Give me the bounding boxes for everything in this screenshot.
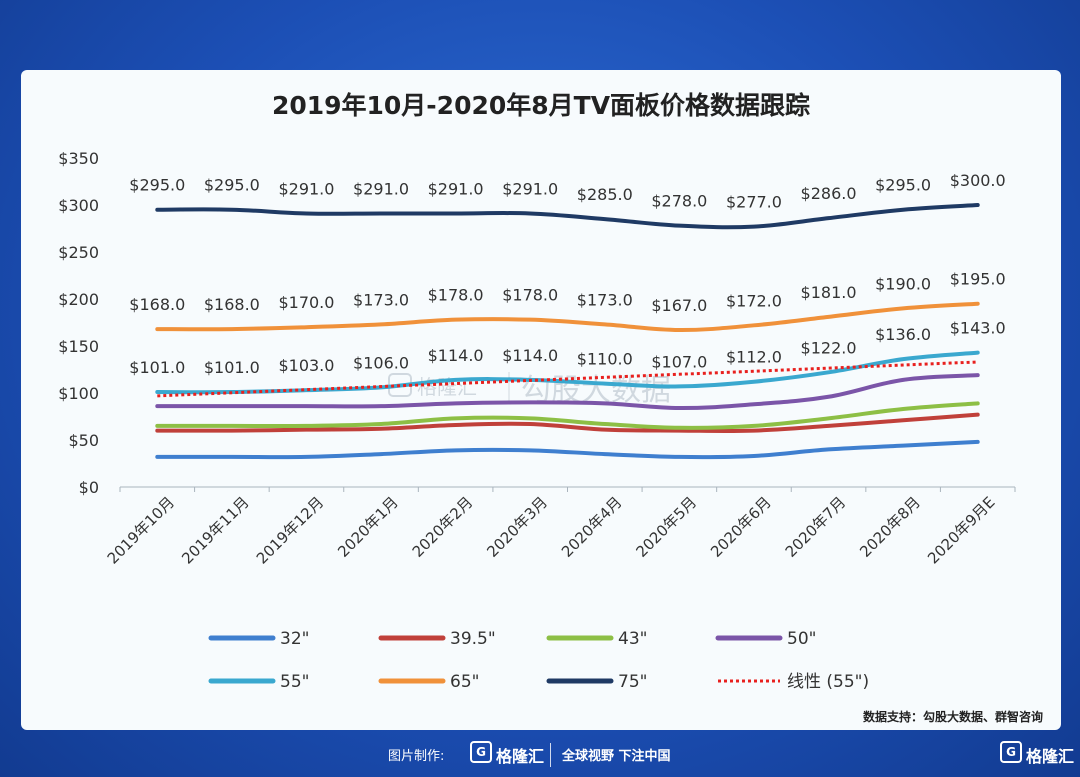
legend-label: 线性 (55")	[787, 672, 869, 692]
x-tick-label: 2019年12月	[253, 493, 327, 567]
series-line	[155, 301, 980, 333]
data-label: $112.0	[726, 348, 782, 367]
series-line	[155, 401, 980, 430]
series-line	[155, 373, 980, 411]
data-label: $107.0	[651, 352, 707, 371]
data-label: $278.0	[651, 192, 707, 211]
trendline	[157, 360, 978, 398]
footer-credit: 图片制作:	[388, 749, 445, 764]
data-label: $178.0	[502, 286, 558, 305]
data-label: $291.0	[502, 179, 558, 198]
legend-label: 39.5"	[450, 629, 496, 649]
series-line	[155, 439, 980, 460]
y-tick-label: $0	[79, 478, 99, 497]
footer-slogan: 全球视野 下注中国	[562, 749, 671, 764]
x-tick-label: 2019年11月	[178, 493, 252, 567]
line-chart: 2019年10月-2020年8月TV面板价格数据跟踪 格隆汇 勾股大数据 $0$…	[58, 91, 1043, 724]
footer-divider	[550, 743, 551, 767]
footer-brand: 格隆汇	[496, 747, 545, 766]
data-label: $167.0	[651, 296, 707, 315]
x-tick-label: 2020年1月	[334, 493, 402, 561]
y-tick-label: $200	[58, 290, 99, 309]
series-lines	[155, 203, 980, 460]
y-tick-label: $300	[58, 196, 99, 215]
data-label: $168.0	[204, 295, 260, 314]
x-tick-label: 2020年8月	[856, 493, 924, 561]
data-labels: $101.0 $101.0 $103.0 $106.0 $114.0 $114.0 $110…	[129, 171, 1005, 377]
data-label: $168.0	[129, 295, 185, 314]
legend-label: 50"	[787, 629, 816, 649]
data-label: $291.0	[278, 179, 334, 198]
data-label: $291.0	[353, 179, 409, 198]
data-label: $101.0	[204, 358, 260, 377]
corner-brand: 格隆汇	[1026, 747, 1075, 766]
x-tick-label: 2020年2月	[409, 493, 477, 561]
y-tick-label: $50	[68, 431, 99, 450]
x-tick-label: 2020年3月	[483, 493, 551, 561]
data-label: $300.0	[950, 171, 1006, 190]
data-label: $172.0	[726, 291, 782, 310]
legend-label: 75"	[618, 672, 647, 692]
legend-label: 55"	[280, 672, 309, 692]
data-label: $181.0	[801, 283, 857, 302]
data-label: $173.0	[577, 290, 633, 309]
data-label: $285.0	[577, 185, 633, 204]
data-label: $286.0	[801, 184, 857, 203]
data-label: $114.0	[428, 346, 484, 365]
corner-logo-icon: G	[1000, 741, 1022, 763]
data-label: $173.0	[353, 290, 409, 309]
series-line	[155, 412, 980, 434]
data-label: $195.0	[950, 270, 1006, 289]
data-label: $114.0	[502, 346, 558, 365]
x-tick-label: 2020年6月	[707, 493, 775, 561]
chart-title: 2019年10月-2020年8月TV面板价格数据跟踪	[272, 91, 810, 120]
legend: 32" 39.5" 43" 50" 55" 65" 75" 线性 (55")	[208, 629, 869, 692]
data-label: $295.0	[875, 176, 931, 195]
gelonghui-logo-icon: G	[470, 741, 492, 763]
data-label: $143.0	[950, 319, 1006, 338]
data-label: $190.0	[875, 274, 931, 293]
y-tick-label: $350	[58, 149, 99, 168]
x-tick-label: 2019年10月	[104, 493, 178, 567]
data-label: $291.0	[428, 179, 484, 198]
x-tick-label: 2020年7月	[782, 493, 850, 561]
data-label: $110.0	[577, 350, 633, 369]
data-label: $103.0	[278, 356, 334, 375]
legend-label: 32"	[280, 629, 309, 649]
data-label: $295.0	[129, 176, 185, 195]
x-tick-label: 2020年9月E	[924, 493, 998, 567]
series-line	[155, 350, 980, 395]
data-label: $101.0	[129, 358, 185, 377]
x-tick-label: 2020年5月	[633, 493, 701, 561]
series-line	[155, 203, 980, 230]
y-tick-label: $250	[58, 243, 99, 262]
data-label: $106.0	[353, 353, 409, 372]
data-label: $122.0	[801, 338, 857, 357]
data-label: $136.0	[875, 325, 931, 344]
data-label: $295.0	[204, 176, 260, 195]
y-tick-label: $150	[58, 337, 99, 356]
footer: 图片制作: G 格隆汇 全球视野 下注中国 G 格隆汇	[0, 735, 1080, 777]
data-label: $277.0	[726, 193, 782, 212]
source-note: 数据支持：勾股大数据、群智咨询	[863, 709, 1043, 724]
data-label: $178.0	[428, 286, 484, 305]
chart-card: 2019年10月-2020年8月TV面板价格数据跟踪 格隆汇 勾股大数据 $0 $…	[21, 70, 1061, 730]
legend-label: 43"	[618, 629, 647, 649]
y-tick-label: $100	[58, 384, 99, 403]
x-tick-label: 2020年4月	[558, 493, 626, 561]
legend-label: 65"	[450, 672, 479, 692]
data-label: $170.0	[278, 293, 334, 312]
